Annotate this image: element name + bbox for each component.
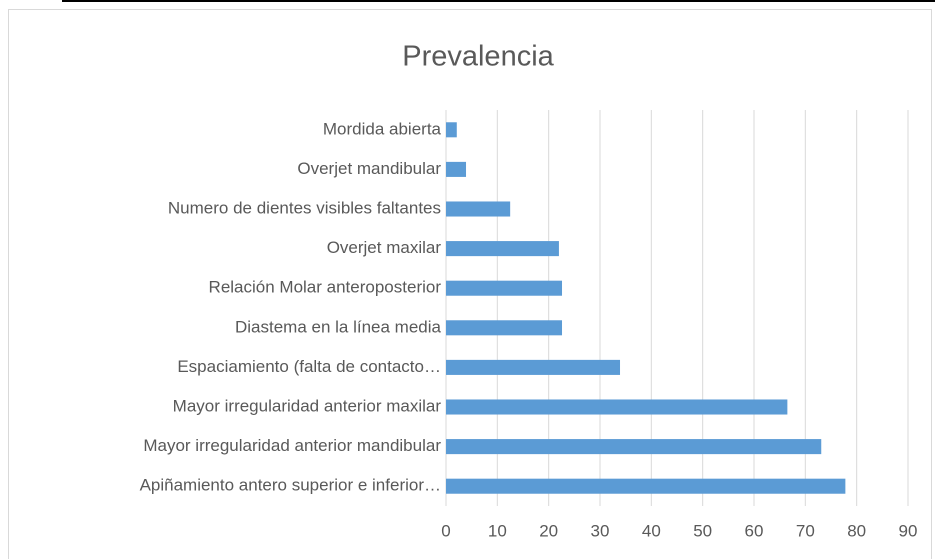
x-tick-label: 90 (899, 521, 918, 540)
x-tick-label: 30 (591, 521, 610, 540)
category-label: Numero de dientes visibles faltantes (168, 198, 441, 217)
bar (446, 280, 563, 296)
bar (446, 201, 511, 217)
x-tick-label: 70 (796, 521, 815, 540)
bar (446, 359, 621, 375)
bar (446, 122, 457, 138)
x-tick-label: 20 (539, 521, 558, 540)
x-tick-label: 50 (693, 521, 712, 540)
category-label: Apiñamiento antero superior e inferior… (140, 476, 441, 495)
bar (446, 399, 788, 415)
category-label: Espaciamiento (falta de contacto… (177, 357, 441, 376)
category-label: Overjet mandibular (297, 159, 441, 178)
chart-frame (8, 9, 932, 559)
chart-title: Prevalencia (402, 41, 554, 73)
x-tick-label: 0 (441, 521, 450, 540)
bar (446, 478, 846, 494)
x-tick-label: 80 (847, 521, 866, 540)
bar (446, 241, 559, 257)
x-tick-label: 10 (488, 521, 507, 540)
bar (446, 439, 822, 455)
category-label: Mayor irregularidad anterior maxilar (173, 396, 442, 415)
bar (446, 320, 563, 336)
category-label: Diastema en la línea media (235, 317, 442, 336)
category-label: Mayor irregularidad anterior mandibular (143, 436, 441, 455)
x-tick-label: 40 (642, 521, 661, 540)
category-label: Relación Molar anteroposterior (209, 278, 442, 297)
bar (446, 161, 467, 177)
category-label: Mordida abierta (323, 119, 442, 138)
category-label: Overjet maxilar (327, 238, 442, 257)
x-tick-label: 60 (745, 521, 764, 540)
